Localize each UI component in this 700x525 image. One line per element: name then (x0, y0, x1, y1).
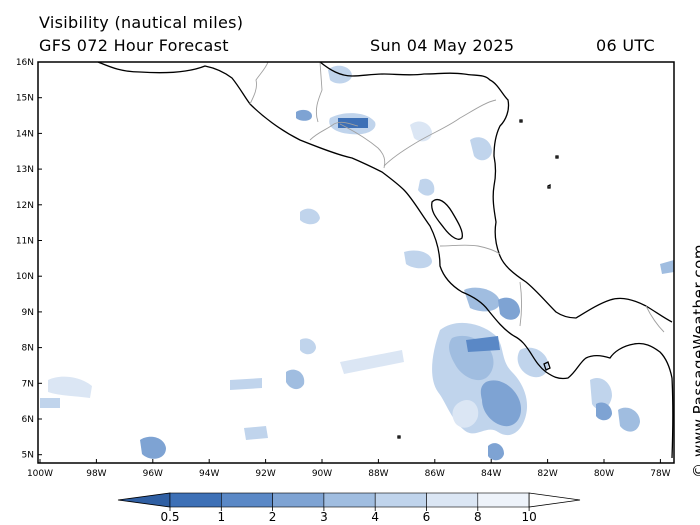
visibility-patch (470, 137, 492, 161)
lon-label: 98W (86, 469, 106, 479)
lon-label: 96W (143, 469, 163, 479)
visibility-patch (466, 336, 500, 352)
forecast-time: 06 UTC (596, 36, 655, 55)
colorbar-segment (426, 492, 479, 508)
visibility-patch (244, 426, 268, 440)
visibility-patch (338, 118, 368, 128)
border-honduras-elsalvador (339, 123, 386, 169)
island (555, 155, 559, 159)
lat-label: 11N (16, 237, 34, 247)
colorbar-label: 3 (320, 510, 328, 524)
lat-label: 12N (16, 201, 34, 211)
colorbar-label: 8 (474, 510, 482, 524)
lon-label: 100W (27, 469, 53, 479)
lon-label: 88W (368, 469, 388, 479)
border-panama-colombia (645, 305, 665, 333)
forecast-date: Sun 04 May 2025 (370, 36, 515, 55)
colorbar: 0.5 1 2 3 4 6 8 10 (117, 492, 581, 524)
visibility-patch (452, 399, 479, 428)
colorbar-label: 10 (521, 510, 536, 524)
border-guatemala-elsalvador (309, 121, 359, 141)
visibility-patch (480, 380, 522, 427)
border-mexico-guatemala (249, 62, 269, 105)
colorbar-max-arrow (528, 492, 581, 508)
visibility-patch (404, 250, 432, 269)
forecast-model: GFS 072 Hour Forecast (39, 36, 229, 55)
island (397, 435, 401, 439)
map-frame (37, 61, 675, 464)
lat-label: 8N (22, 344, 34, 354)
map-title: Visibility (nautical miles) (39, 13, 244, 32)
lon-label: 90W (312, 469, 332, 479)
visibility-patch (418, 178, 435, 196)
longitude-axis: 100W 98W 96W 94W 92W 90W 88W 86W 84W 82W 80W 78W (27, 459, 671, 479)
lat-label: 16N (16, 58, 34, 68)
visibility-patch (230, 378, 262, 390)
visibility-patch (590, 377, 612, 410)
island (519, 119, 523, 123)
caribbean-coastline (319, 62, 673, 323)
visibility-patch (660, 260, 674, 274)
visibility-patch (286, 369, 305, 390)
visibility-patch (488, 443, 504, 461)
visibility-patch (296, 109, 312, 121)
lon-label: 78W (650, 469, 670, 479)
latitude-axis: 16N 15N 14N 13N 12N 11N 10N 9N 8N 7N 6N 5N (16, 58, 42, 461)
lat-label: 5N (22, 451, 34, 461)
country-borders (249, 62, 665, 333)
lon-label: 80W (594, 469, 614, 479)
visibility-patch (40, 398, 60, 408)
colorbar-label: 1 (217, 510, 225, 524)
border-nicaragua-costarica (439, 244, 501, 255)
lat-label: 7N (22, 379, 34, 389)
lat-label: 13N (16, 165, 34, 175)
lat-label: 9N (22, 308, 34, 318)
colorbar-min-arrow (117, 492, 171, 508)
border-costarica-panama (519, 281, 522, 327)
lake-nicaragua (431, 198, 464, 240)
visibility-patch (328, 65, 352, 84)
visibility-patch (140, 436, 166, 459)
colorbar-segment (272, 492, 325, 508)
island (547, 183, 551, 189)
visibility-patch (498, 297, 520, 320)
visibility-patch (596, 402, 612, 421)
visibility-patch (517, 347, 549, 378)
lat-label: 14N (16, 129, 34, 139)
visibility-patch (300, 208, 320, 225)
lon-label: 92W (255, 469, 275, 479)
colorbar-segment (221, 492, 273, 508)
colorbar-segment (323, 492, 376, 508)
lat-label: 15N (16, 94, 34, 104)
colorbar-segment (477, 492, 530, 508)
colorbar-segment (169, 492, 222, 508)
border-honduras-nicaragua (383, 99, 497, 167)
lon-label: 84W (481, 469, 501, 479)
pacific-coastline (97, 62, 674, 459)
visibility-patch (48, 376, 92, 398)
border-guatemala-belize (315, 62, 323, 123)
coastlines (97, 62, 674, 459)
colorbar-label: 0.5 (160, 510, 179, 524)
island (543, 361, 551, 371)
colorbar-label: 4 (371, 510, 379, 524)
colorbar-label: 2 (269, 510, 277, 524)
visibility-patch (340, 350, 404, 374)
lon-label: 94W (199, 469, 219, 479)
lat-label: 6N (22, 415, 34, 425)
colorbar-label: 6 (423, 510, 431, 524)
visibility-shading (40, 65, 674, 461)
colorbar-segment (374, 492, 427, 508)
lat-label: 10N (16, 272, 34, 282)
visibility-patch (300, 338, 316, 355)
visibility-patch (464, 287, 500, 312)
visibility-patch (618, 407, 640, 432)
lon-label: 82W (537, 469, 557, 479)
lon-label: 86W (425, 469, 445, 479)
visibility-patch (410, 121, 432, 142)
